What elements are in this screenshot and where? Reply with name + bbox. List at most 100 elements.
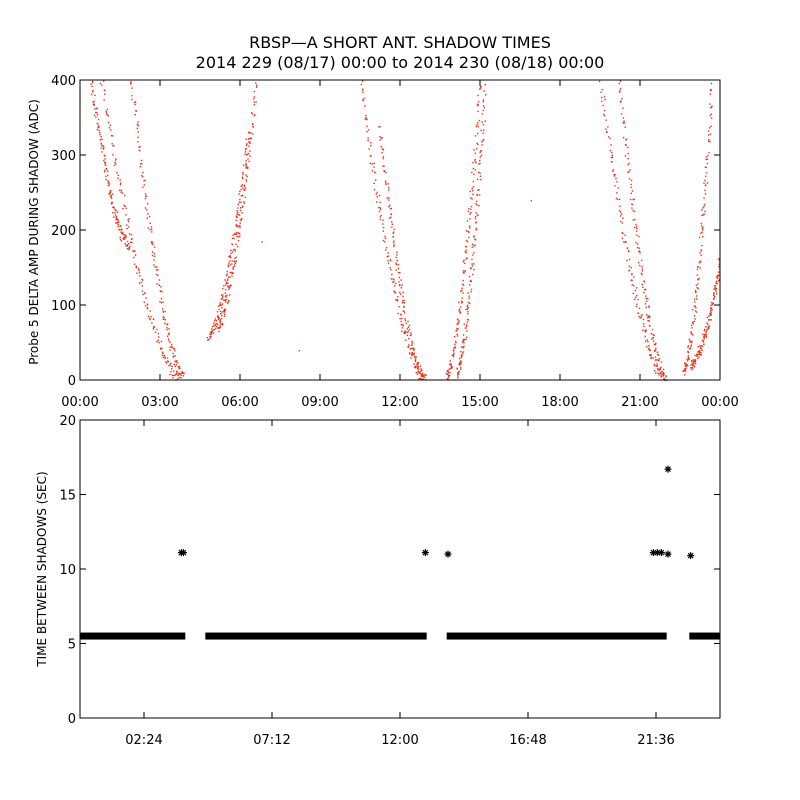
shadow-point — [474, 215, 477, 218]
shadow-point — [119, 189, 121, 192]
shadow-point — [476, 132, 479, 135]
shadow-point — [393, 285, 396, 287]
shadow-point — [379, 139, 381, 141]
shadow-point — [414, 356, 416, 358]
shadow-point — [174, 374, 176, 376]
shadow-point — [466, 308, 469, 310]
shadow-point — [706, 158, 709, 161]
shadow-point — [706, 162, 709, 165]
shadow-point — [99, 133, 101, 136]
shadow-point — [707, 155, 709, 157]
shadow-point — [701, 339, 704, 342]
shadow-point — [393, 245, 395, 248]
time-between-shadows-y-tick-label: 0 — [68, 712, 76, 727]
shadow-point — [388, 217, 391, 219]
shadow-point — [407, 346, 410, 348]
shadow-point — [691, 308, 694, 311]
shadow-point — [639, 264, 641, 267]
shadow-point — [245, 178, 248, 181]
shadow-point — [703, 213, 706, 215]
shadow-point — [619, 80, 622, 82]
shadow-point — [715, 289, 717, 291]
shadow-point — [115, 210, 117, 212]
shadow-point — [96, 114, 99, 116]
shadow-point — [692, 363, 694, 366]
shadow-point — [417, 369, 419, 371]
shadow-point — [420, 369, 422, 371]
shadow-point — [648, 305, 650, 307]
shadow-point — [153, 326, 156, 329]
shadow-point — [661, 370, 663, 372]
shadow-point — [423, 376, 426, 378]
shadow-point — [229, 255, 231, 257]
shadow-point — [475, 227, 478, 230]
shadow-point — [390, 213, 392, 216]
shadow-point — [402, 291, 404, 294]
shadow-point — [406, 331, 409, 333]
shadow-point — [463, 259, 465, 261]
shadow-point — [249, 137, 252, 139]
shadow-point — [705, 334, 707, 336]
shadow-point — [132, 250, 134, 252]
shadow-point — [218, 308, 220, 311]
shadow-point — [709, 141, 711, 143]
shadow-point — [403, 312, 406, 314]
shadow-point — [633, 226, 636, 229]
shadow-point — [144, 207, 147, 209]
shadow-point — [104, 164, 107, 166]
shadow-point — [458, 308, 461, 311]
shadow-point — [175, 370, 178, 372]
shadow-point — [218, 317, 221, 319]
time-between-shadows-y-axis-label: TIME BETWEEN SHADOWS (SEC) — [35, 471, 49, 667]
shadow-point — [480, 129, 482, 132]
shadow-point — [694, 358, 696, 361]
shadow-point — [175, 364, 178, 366]
shadow-point — [120, 231, 122, 233]
shadow-point — [648, 347, 650, 349]
shadow-point — [181, 370, 183, 373]
shadow-point — [168, 328, 170, 330]
shadow-point — [627, 146, 629, 149]
shadow-point — [626, 247, 628, 250]
shadow-point — [122, 233, 124, 235]
shadow-point — [713, 295, 716, 298]
shadow-point — [225, 296, 227, 298]
shadow-point — [713, 293, 715, 295]
shadow-point — [405, 331, 407, 334]
shadow-point — [159, 300, 161, 303]
shadow-point — [472, 243, 474, 245]
shadow-point — [662, 375, 664, 377]
shadow-point — [173, 363, 175, 366]
shadow-point — [125, 236, 127, 238]
shadow-point — [221, 307, 223, 309]
shadow-point — [698, 261, 701, 263]
shadow-point — [659, 368, 662, 371]
shadow-point — [419, 371, 421, 373]
shadow-point — [700, 249, 703, 251]
shadow-point — [115, 163, 117, 165]
shadow-point — [470, 197, 472, 199]
shadow-point — [621, 237, 624, 239]
shadow-point — [151, 251, 154, 253]
shadow-point — [397, 271, 400, 274]
shadow-point — [615, 197, 618, 200]
shadow-point — [117, 218, 119, 221]
shadow-point — [103, 154, 106, 157]
shadow-point — [605, 128, 607, 130]
shadow-point — [652, 337, 654, 339]
shadow-point — [704, 210, 706, 213]
shadow-point — [251, 113, 254, 115]
shadow-point — [657, 353, 659, 356]
shadow-point — [227, 276, 230, 278]
shadow-point — [479, 162, 481, 165]
shadow-point — [697, 287, 699, 290]
shadow-point — [224, 279, 226, 281]
shadow-point — [373, 188, 376, 191]
shadow-point — [114, 161, 116, 164]
shadow-point — [707, 323, 709, 325]
shadow-point — [245, 147, 247, 150]
shadow-point — [221, 324, 224, 326]
shadow-point — [715, 292, 718, 295]
shadow-point — [476, 142, 478, 145]
shadow-point — [471, 198, 473, 200]
